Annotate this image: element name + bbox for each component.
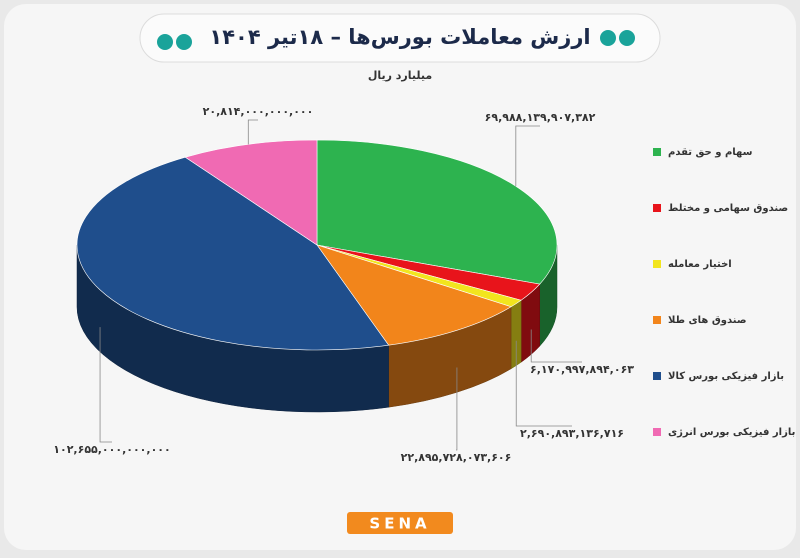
legend-swatch (653, 204, 661, 212)
legend-label: سهام و حق تقدم (668, 147, 753, 158)
legend-label: بازار فیزیکی بورس انرژی (668, 427, 795, 438)
title-box (139, 13, 661, 63)
legend-label: صندوق های طلا (668, 315, 747, 326)
legend-label: صندوق سهامی و مختلط (668, 203, 788, 214)
pie-sides (76, 244, 558, 413)
legend-label: بازار فیزیکی بورس کالا (668, 371, 784, 382)
value-label: ۶۹,۹۸۸,۱۳۹,۹۰۷,۳۸۲ (485, 111, 596, 124)
legend-swatch (653, 428, 661, 436)
leader-line (515, 125, 540, 187)
legend-label: اختیار معامله (668, 259, 732, 270)
quote-icon (157, 30, 635, 50)
value-label: ۲۲,۸۹۵,۷۲۸,۰۷۳,۶۰۶ (401, 451, 512, 464)
chart-title: ارزش معاملات بورس‌ها – ۱۸تیر ۱۴۰۴ (209, 25, 590, 49)
logo-box (347, 512, 453, 534)
chart-subtitle: میلیارد ریال (368, 69, 432, 82)
pie-slice (316, 139, 558, 285)
leader-line (530, 329, 582, 363)
pie-slice (316, 244, 512, 346)
value-label: ۶,۱۷۰,۹۹۷,۸۹۴,۰۶۳ (530, 363, 634, 376)
legend-swatch (653, 260, 661, 268)
logo: SENA (369, 515, 430, 533)
legend-swatch (653, 316, 661, 324)
legend-swatch (653, 148, 661, 156)
leader-line (456, 367, 458, 451)
leader-line (247, 119, 258, 145)
pie-slice (76, 156, 390, 351)
pie-slice (184, 139, 318, 246)
value-label: ۱۰۲,۶۵۵,۰۰۰,۰۰۰,۰۰۰ (53, 443, 170, 456)
leader-line (99, 327, 112, 443)
legend-swatch (653, 372, 661, 380)
value-label: ۲,۶۹۰,۸۹۳,۱۳۶,۷۱۶ (520, 427, 624, 440)
value-label: ۲۰,۸۱۴,۰۰۰,۰۰۰,۰۰۰ (203, 105, 314, 118)
leader-line (515, 340, 572, 427)
